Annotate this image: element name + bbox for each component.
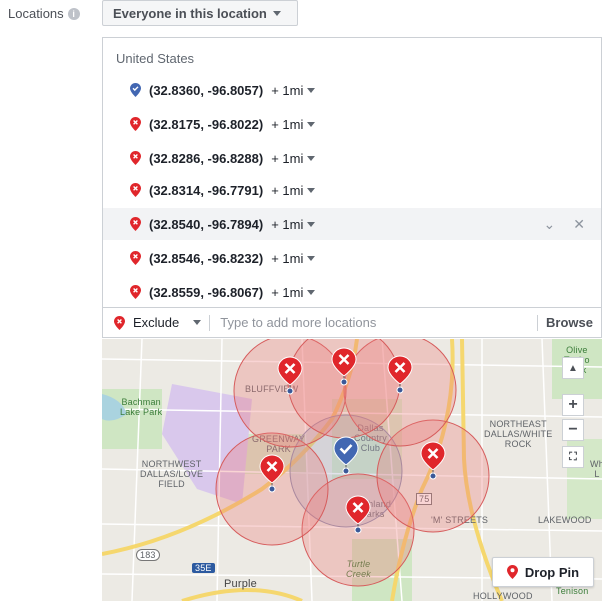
add-location-bar: Exclude Browse	[102, 308, 602, 338]
map-label-highland: Highland Parks	[354, 499, 391, 519]
include-map-pin-icon[interactable]	[333, 436, 359, 475]
exclude-map-pin-icon[interactable]	[420, 441, 446, 480]
location-coordinates: (32.8286, -96.8288)	[149, 150, 264, 166]
map-label-m-streets: 'M' STREETS	[431, 515, 488, 525]
location-coordinates: (32.8175, -96.8022)	[149, 116, 264, 132]
map-label-tenison: Tenison	[556, 586, 589, 596]
route-75-shield: 75	[416, 493, 433, 505]
include-pin-icon	[130, 83, 141, 97]
route-35e-shield: 35E	[192, 563, 215, 573]
radius-selector[interactable]: + 1mi	[271, 82, 316, 98]
pin-icon	[506, 565, 518, 579]
radius-value: + 1mi	[271, 116, 304, 132]
divider	[209, 314, 211, 331]
info-icon[interactable]: i	[67, 7, 80, 20]
country-header: United States	[116, 51, 195, 66]
exclude-pin-icon	[130, 117, 141, 131]
chevron-down-icon	[307, 255, 316, 261]
radius-value: + 1mi	[271, 284, 304, 300]
radius-selector[interactable]: + 1mi	[271, 150, 316, 166]
zoom-in-button[interactable]: +	[562, 394, 584, 416]
chevron-down-icon[interactable]: ⌄	[543, 215, 556, 232]
chevron-down-icon	[307, 87, 316, 93]
radius-selector[interactable]: + 1mi	[271, 116, 316, 132]
location-row[interactable]: (32.8546, -96.8232) + 1mi	[103, 242, 601, 274]
location-row[interactable]: (32.8360, -96.8057) + 1mi	[103, 74, 601, 106]
browse-button[interactable]: Browse	[537, 314, 593, 331]
map-label-hollywood: HOLLYWOOD	[473, 591, 533, 601]
map-label-lakewood: LAKEWOOD	[538, 515, 592, 525]
radius-value: + 1mi	[271, 216, 304, 232]
location-coordinates: (32.8559, -96.8067)	[149, 284, 264, 300]
location-coordinates: (32.8540, -96.7894)	[149, 216, 264, 232]
exclude-map-pin-icon[interactable]	[259, 454, 285, 493]
locations-panel: United States (32.8360, -96.8057) + 1mi (3…	[102, 37, 602, 308]
include-exclude-mode[interactable]: Exclude	[133, 315, 180, 330]
exclude-pin-icon	[130, 151, 141, 165]
chevron-down-icon	[307, 221, 316, 227]
radius-selector[interactable]: + 1mi	[271, 284, 316, 300]
location-search-input[interactable]	[218, 314, 513, 331]
dropdown-value: Everyone in this location	[113, 5, 267, 21]
radius-value: + 1mi	[271, 82, 304, 98]
exclude-map-pin-icon[interactable]	[277, 356, 303, 395]
chevron-down-icon	[307, 121, 316, 127]
radius-selector[interactable]: + 1mi	[271, 250, 316, 266]
radius-selector[interactable]: + 1mi	[271, 182, 316, 198]
location-row[interactable]: (32.8175, -96.8022) + 1mi	[103, 108, 601, 140]
exclude-pin-icon	[114, 315, 125, 330]
location-row[interactable]: (32.8540, -96.7894) + 1mi ⌄ ✕	[103, 208, 601, 240]
locations-label-text: Locations	[8, 6, 64, 21]
location-row[interactable]: (32.8559, -96.8067) + 1mi	[103, 276, 601, 308]
radius-selector[interactable]: + 1mi	[271, 216, 316, 232]
exclude-map-pin-icon[interactable]	[387, 355, 413, 394]
locations-label: Locations i	[8, 6, 80, 21]
radius-overlay	[215, 339, 490, 587]
audience-location-type-dropdown[interactable]: Everyone in this location	[102, 0, 298, 26]
exclude-pin-icon	[130, 217, 141, 231]
location-row[interactable]: (32.8314, -96.7791) + 1mi	[103, 174, 601, 206]
close-icon[interactable]: ✕	[573, 215, 585, 232]
drop-pin-label: Drop Pin	[524, 564, 580, 580]
radius-value: + 1mi	[271, 250, 304, 266]
map-label-greenway: GREENWAY PARK	[252, 434, 305, 454]
chevron-down-icon	[272, 10, 281, 16]
fullscreen-icon[interactable]: ⛶	[562, 446, 584, 468]
map-label-northeast: NORTHEAST DALLAS/WHITE ROCK	[484, 419, 553, 449]
exclude-map-pin-icon[interactable]	[331, 347, 357, 386]
map-label-purple: Purple	[224, 578, 257, 590]
exclude-pin-icon	[130, 285, 141, 299]
chevron-down-icon	[307, 289, 316, 295]
location-row[interactable]: (32.8286, -96.8288) + 1mi	[103, 142, 601, 174]
drop-pin-button[interactable]: Drop Pin	[492, 557, 594, 587]
radius-value: + 1mi	[271, 182, 304, 198]
location-coordinates: (32.8314, -96.7791)	[149, 182, 264, 198]
exclude-pin-icon	[130, 183, 141, 197]
radius-value: + 1mi	[271, 150, 304, 166]
map-background	[102, 339, 602, 601]
map-label-bluffview: BLUFFVIEW	[245, 384, 298, 394]
chevron-down-icon	[307, 155, 316, 161]
route-183-shield: 183	[136, 549, 160, 561]
map-label-turtle-creek: Turtle Creek	[346, 559, 371, 579]
chevron-down-icon[interactable]	[193, 320, 202, 325]
map-label-bachman: Bachman Lake Park	[120, 397, 163, 417]
map-scroll-up-icon[interactable]: ▲	[562, 357, 584, 379]
exclude-pin-icon	[130, 251, 141, 265]
map-label-northwest: NORTHWEST DALLAS/LOVE FIELD	[140, 459, 204, 489]
chevron-down-icon	[307, 187, 316, 193]
location-map[interactable]: BLUFFVIEW Bachman Lake Park GREENWAY PAR…	[102, 339, 602, 601]
location-coordinates: (32.8546, -96.8232)	[149, 250, 264, 266]
zoom-out-button[interactable]: −	[562, 419, 584, 441]
location-coordinates: (32.8360, -96.8057)	[149, 82, 264, 98]
map-label-white-rock-lake: Wh L	[590, 459, 602, 479]
exclude-map-pin-icon[interactable]	[345, 495, 371, 534]
